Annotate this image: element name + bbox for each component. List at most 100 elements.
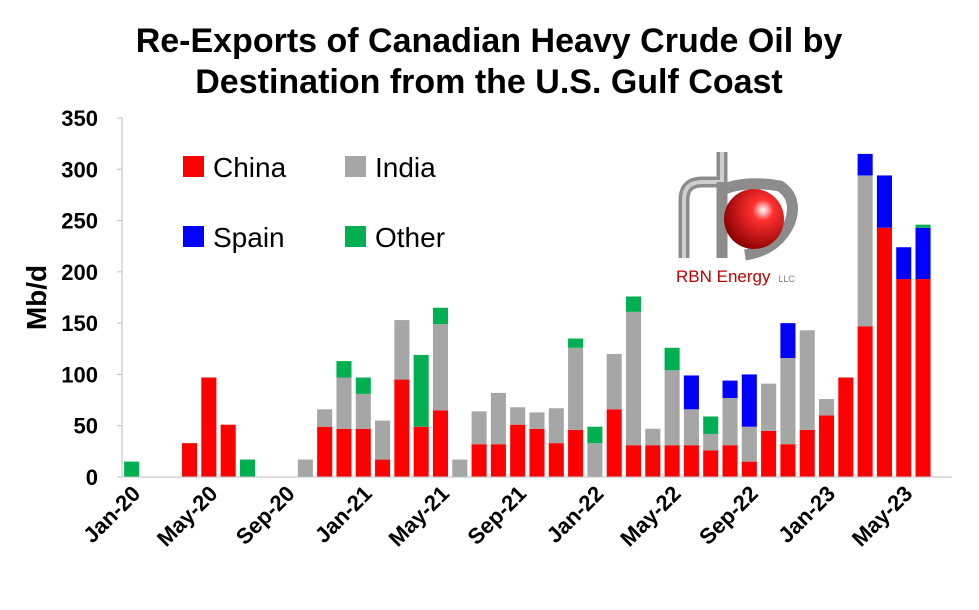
bar-segment-india-nov-21	[548, 408, 564, 444]
legend-swatch-india	[345, 156, 366, 177]
bar-segment-china-may-23	[896, 279, 912, 477]
bar-segment-china-mar-22	[625, 445, 642, 477]
bar-segment-india-nov-22	[780, 358, 796, 445]
bar-segment-india-oct-20	[297, 459, 313, 477]
bar-segment-china-jul-22	[703, 450, 719, 477]
bar-segment-india-mar-23	[857, 175, 873, 327]
bar-segment-spain-nov-22	[780, 323, 796, 359]
logo-ball-icon	[724, 189, 784, 249]
bar-segment-india-nov-20	[317, 409, 333, 427]
bar-segment-china-apr-23	[876, 227, 892, 477]
bar-segment-india-aug-22	[722, 398, 738, 446]
logo-text: RBN Energy LLC	[676, 267, 795, 286]
bar-segment-other-dec-20	[336, 361, 352, 378]
bar-segment-india-jan-21	[355, 393, 371, 429]
bar-segment-india-dec-22	[799, 330, 815, 430]
y-tick-label: 250	[61, 209, 98, 234]
bar-segment-china-feb-23	[838, 377, 854, 477]
rbn-energy-logo: RBN Energy LLC	[676, 152, 798, 286]
legend: China India Spain Other	[183, 152, 445, 253]
bar-segment-india-dec-20	[336, 377, 352, 429]
bar-segment-india-mar-22	[625, 311, 642, 446]
bar-segment-india-jul-21	[471, 411, 487, 445]
bars	[124, 153, 931, 477]
bar-segment-india-may-22	[664, 370, 680, 446]
chart-title-line: Destination from the U.S. Gulf Coast	[195, 63, 782, 101]
bar-segment-india-feb-21	[375, 420, 391, 460]
legend-label-china: China	[213, 152, 287, 183]
y-tick-label: 50	[74, 414, 98, 439]
legend-label-other: Other	[375, 222, 445, 253]
bar-segment-china-apr-21	[413, 426, 429, 477]
bar-segment-other-jul-20	[239, 459, 255, 477]
bar-segment-china-dec-22	[799, 429, 815, 477]
bar-segment-spain-apr-23	[876, 175, 892, 228]
bar-segment-china-may-22	[664, 445, 680, 477]
bar-segment-china-jul-21	[471, 444, 487, 477]
bar-segment-china-dec-21	[568, 429, 584, 477]
y-axis-label: Mb/d	[21, 265, 52, 330]
x-tick-label: May-22	[615, 481, 685, 551]
bar-segment-india-oct-21	[529, 412, 545, 429]
bar-segment-china-nov-20	[317, 426, 333, 477]
bar-segment-china-may-21	[432, 410, 449, 477]
bar-segment-china-jan-23	[819, 415, 835, 477]
bar-segment-china-jun-20	[220, 424, 236, 477]
bar-segment-india-mar-21	[394, 320, 410, 380]
x-tick-label: Sep-22	[694, 481, 763, 550]
bar-segment-india-apr-22	[645, 428, 661, 446]
y-axis: 0 50 100 150 200 250 300 350 Mb/d	[21, 106, 123, 490]
y-tick-label: 300	[61, 157, 98, 182]
bar-segment-spain-jun-22	[683, 375, 699, 410]
bar-segment-china-sep-22	[741, 461, 757, 477]
bar-segment-other-dec-21	[568, 338, 584, 348]
bar-segment-india-oct-22	[761, 383, 777, 431]
bar-segment-china-apr-22	[645, 445, 661, 477]
y-tick-label: 100	[61, 362, 98, 387]
bar-segment-china-oct-22	[761, 430, 777, 477]
bar-segment-india-jun-21	[452, 459, 468, 477]
x-axis: Jan-20 May-20 Sep-20 Jan-21 May-21 Sep-21 Jan-…	[78, 476, 952, 551]
bar-segment-china-aug-22	[722, 445, 738, 477]
bar-segment-india-sep-21	[510, 407, 526, 425]
x-tick-label: Jan-22	[541, 481, 608, 548]
bar-segment-china-oct-21	[529, 428, 545, 477]
legend-swatch-china	[183, 156, 204, 177]
bar-segment-india-feb-22	[606, 353, 622, 410]
x-tick-label: Sep-20	[231, 481, 300, 550]
x-tick-label: Jan-21	[310, 481, 377, 548]
legend-label-india: India	[375, 152, 436, 183]
x-tick-label: Sep-21	[463, 481, 532, 550]
bar-segment-china-dec-20	[336, 428, 352, 477]
bar-segment-china-mar-23	[857, 326, 873, 477]
bar-segment-other-jan-21	[355, 377, 371, 394]
y-tick-label: 0	[86, 465, 98, 490]
x-tick-label: May-20	[152, 481, 222, 551]
bar-segment-other-jan-22	[587, 426, 603, 444]
bar-segment-india-sep-22	[741, 426, 757, 462]
legend-swatch-spain	[183, 226, 204, 247]
bar-segment-china-jun-23	[915, 279, 931, 477]
bar-segment-india-jan-23	[819, 399, 835, 416]
x-tick-label: May-23	[847, 481, 917, 551]
bar-segment-other-jun-23	[915, 224, 931, 228]
bar-segment-other-jan-20	[124, 461, 140, 477]
bar-segment-other-may-21	[432, 307, 449, 325]
x-tick-label: May-21	[384, 481, 454, 551]
legend-label-spain: Spain	[213, 222, 285, 253]
bar-segment-other-may-22	[664, 347, 680, 371]
bar-segment-china-jun-22	[683, 445, 699, 477]
bar-segment-india-may-21	[432, 324, 449, 411]
legend-swatch-other	[345, 226, 366, 247]
bar-segment-india-aug-21	[490, 392, 506, 445]
bar-segment-spain-sep-22	[741, 374, 757, 427]
bar-segment-spain-jun-23	[915, 227, 931, 280]
bar-segment-other-jul-22	[703, 416, 719, 434]
bar-segment-china-sep-21	[510, 424, 526, 477]
bar-segment-china-apr-20	[182, 443, 198, 477]
y-tick-label: 350	[61, 106, 98, 131]
chart-title: Re-Exports of Canadian Heavy Crude Oil b…	[136, 22, 843, 101]
x-tick-label: Jan-20	[78, 481, 145, 548]
bar-segment-india-jul-22	[703, 433, 719, 451]
